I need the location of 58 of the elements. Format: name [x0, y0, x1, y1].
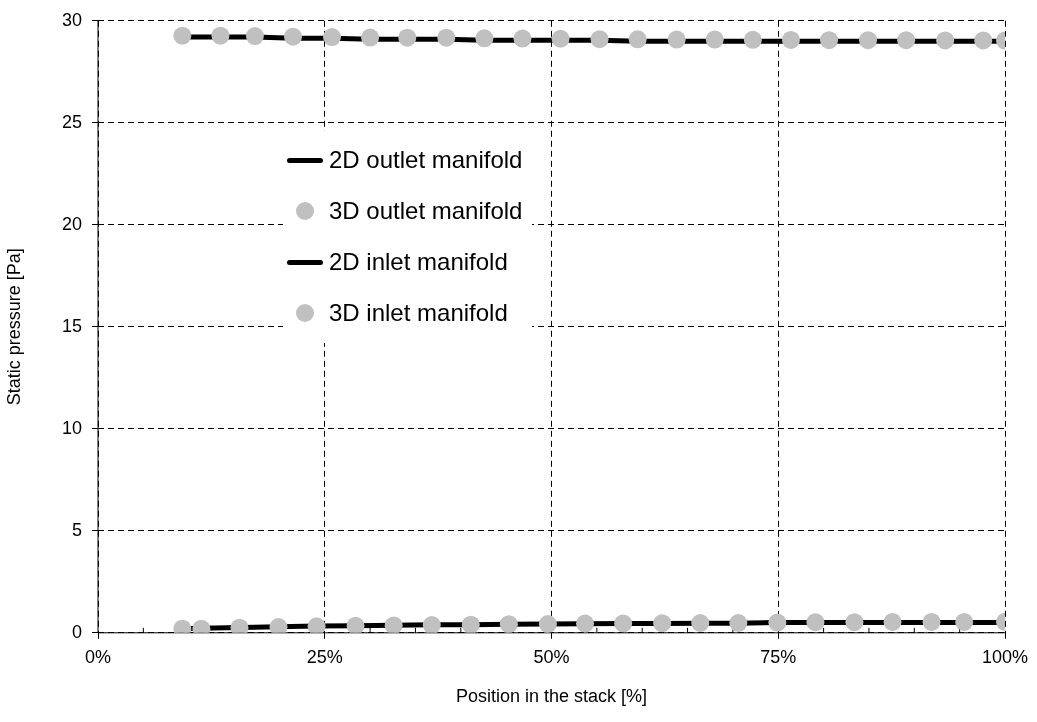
point — [628, 30, 647, 49]
y-axis-title: Static pressure [Pa] — [3, 248, 24, 406]
point — [211, 26, 230, 45]
y-tick-label: 30 — [61, 9, 82, 30]
point — [384, 616, 403, 633]
legend-label: 2D inlet manifold — [329, 248, 508, 277]
point — [551, 29, 570, 48]
point — [513, 29, 532, 48]
point — [284, 27, 303, 46]
point — [461, 615, 480, 633]
x-tick-label: 50% — [533, 646, 570, 667]
point — [743, 30, 762, 49]
point — [729, 614, 748, 633]
point — [922, 612, 941, 631]
x-tick-label: 75% — [760, 646, 797, 667]
point — [307, 617, 326, 633]
point — [323, 28, 342, 47]
x-tick-label: 100% — [981, 646, 1029, 667]
y-tick-label: 20 — [61, 213, 82, 234]
point — [845, 613, 864, 632]
point — [437, 28, 456, 47]
point — [653, 614, 672, 633]
point — [245, 27, 264, 46]
point — [173, 26, 192, 45]
point — [538, 615, 557, 633]
point — [422, 616, 441, 633]
point — [590, 30, 609, 49]
point — [820, 31, 839, 50]
legend-label: 3D outlet manifold — [329, 197, 523, 226]
legend-label: 3D inlet manifold — [329, 299, 508, 328]
point — [499, 615, 518, 633]
point — [768, 613, 787, 632]
point — [705, 30, 724, 49]
point — [667, 30, 686, 49]
point — [346, 616, 365, 633]
point — [691, 614, 710, 633]
point — [576, 614, 595, 633]
y-tick-label: 25 — [61, 111, 82, 132]
y-tick-label: 0 — [71, 621, 82, 642]
point — [781, 30, 800, 49]
y-tick-label: 15 — [61, 315, 82, 336]
point — [883, 612, 902, 631]
y-tick-label: 5 — [71, 519, 82, 540]
legend-label: 2D outlet manifold — [329, 146, 523, 175]
x-tick-label: 25% — [306, 646, 343, 667]
point — [955, 612, 974, 631]
point — [974, 31, 993, 50]
point — [398, 28, 417, 47]
x-tick-label: 0% — [84, 646, 112, 667]
point — [475, 29, 494, 48]
y-tick-label: 10 — [61, 417, 82, 438]
point — [806, 613, 825, 632]
point — [897, 31, 916, 50]
point — [936, 31, 955, 50]
point — [614, 614, 633, 633]
x-axis-title: Position in the stack [%] — [455, 686, 648, 707]
point — [361, 28, 380, 47]
point — [859, 31, 878, 50]
